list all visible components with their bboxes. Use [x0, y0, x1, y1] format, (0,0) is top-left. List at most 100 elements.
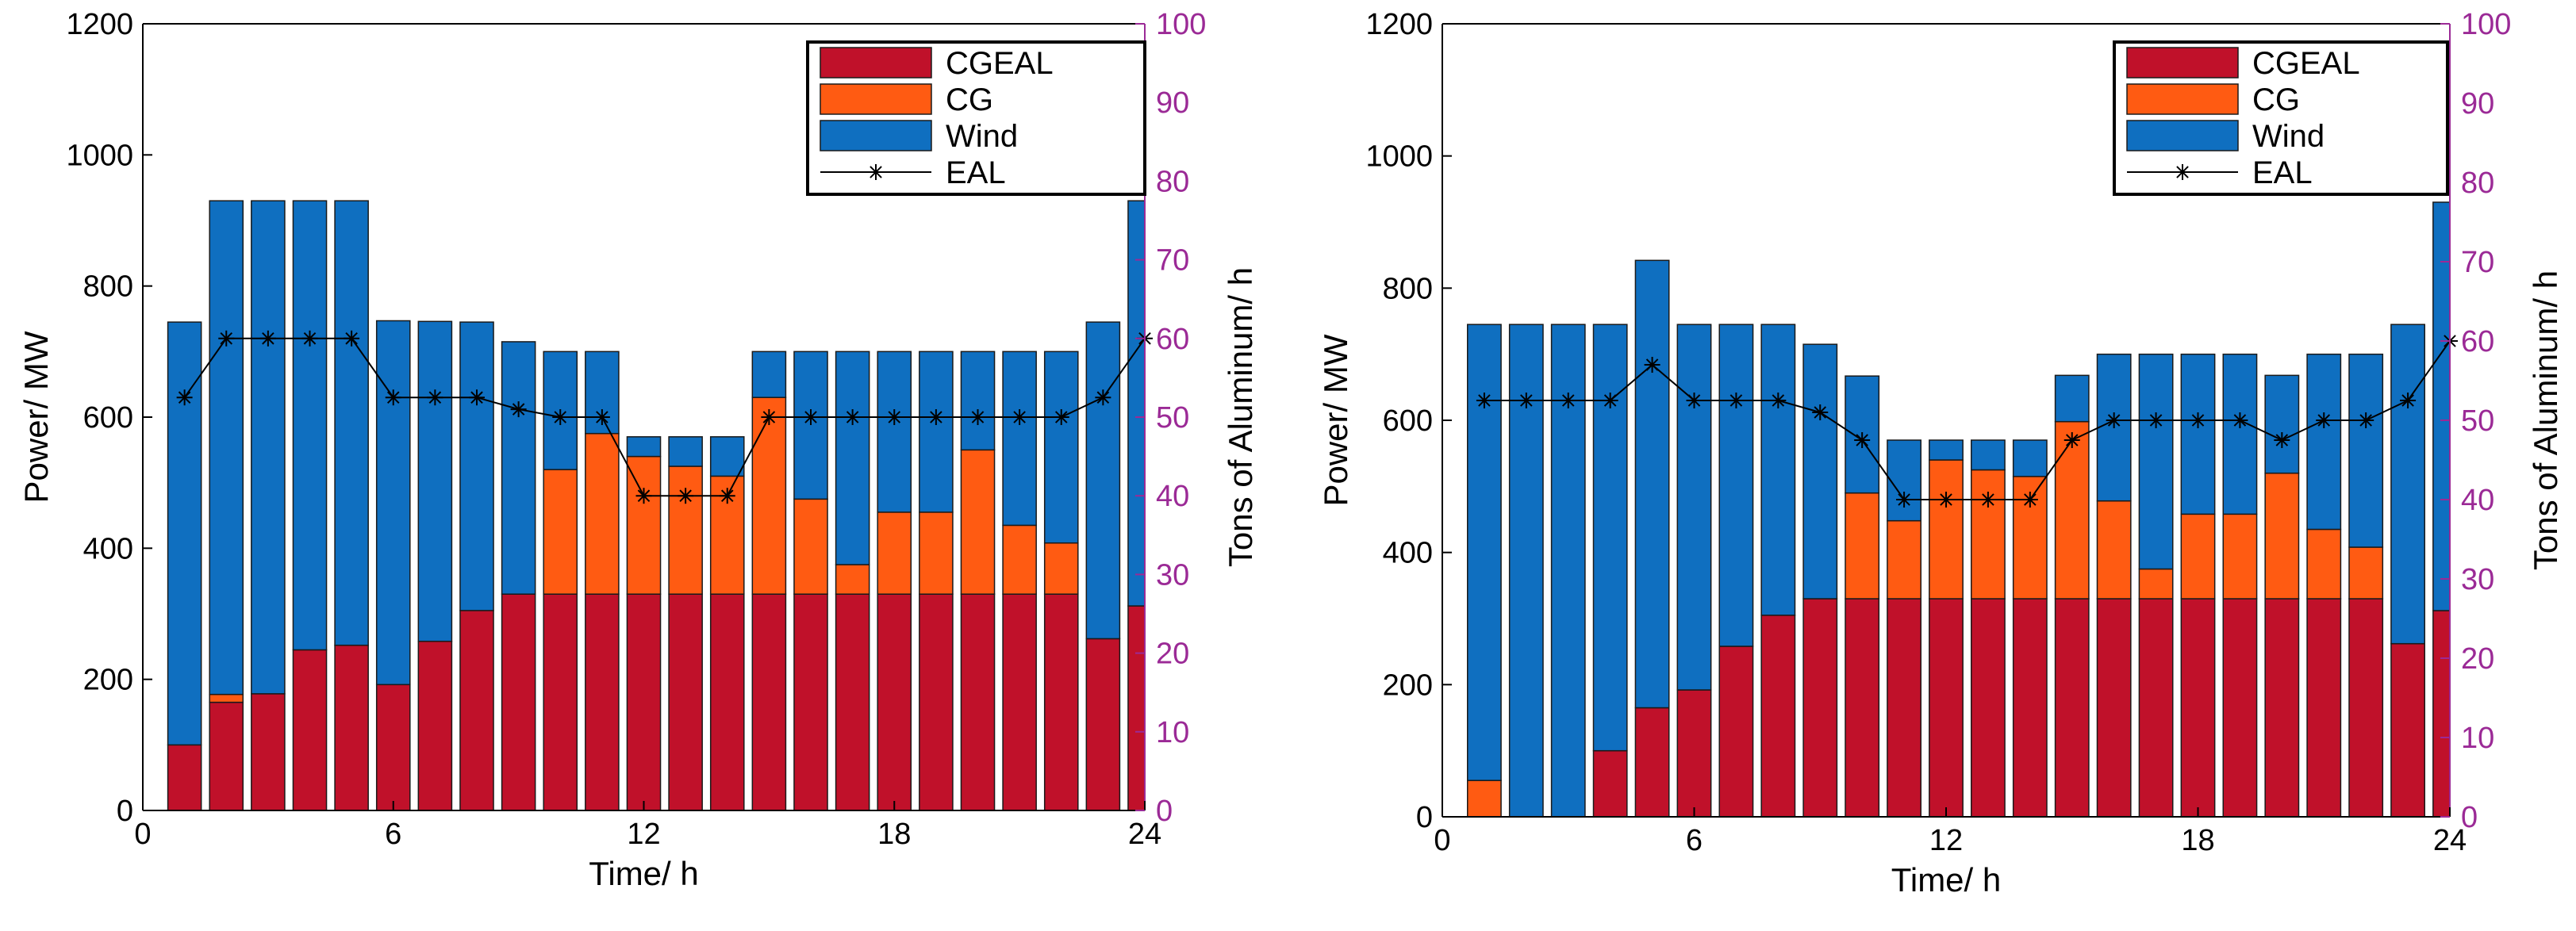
eal-point-23: [1095, 389, 1111, 406]
y2-tick-label: 10: [2461, 722, 2494, 755]
bar-cg-18: [877, 511, 912, 595]
bar-cgeal-8: [459, 610, 494, 810]
bar-cgeal-14: [709, 593, 745, 810]
bar-wind-4: [1592, 324, 1628, 752]
eal-point-13: [1979, 492, 1996, 508]
y-tick-label: 200: [1383, 669, 1433, 702]
bar-cgeal-13: [1971, 598, 2006, 817]
eal-point-15: [761, 409, 777, 425]
bar-cg-20: [960, 449, 996, 595]
y2-tick-label: 10: [1156, 716, 1189, 749]
bar-wind-19: [919, 351, 954, 513]
eal-point-11: [593, 409, 610, 425]
bar-cgeal-10: [543, 593, 578, 810]
x-tick-label: 24: [1128, 818, 1161, 851]
bar-wind-9: [1802, 343, 1838, 600]
legend-label: EAL: [2252, 155, 2313, 190]
bar-cg-18: [2180, 513, 2216, 600]
bar-cg-11: [1887, 519, 1922, 600]
y-tick-label: 400: [83, 532, 133, 565]
bar-cgeal-7: [1718, 646, 1754, 817]
bar-cgeal-18: [2180, 598, 2216, 817]
eal-point-19: [927, 409, 944, 425]
bar-wind-17: [2138, 353, 2174, 570]
y2-axis-label: Tons of Aluminum/ h: [1222, 267, 1259, 567]
y2-tick-label: 50: [1156, 401, 1189, 435]
bar-cgeal-9: [1802, 598, 1838, 817]
y2-tick-label: 80: [1156, 165, 1189, 198]
chart-panel-2: 0 6 12 18 2402004006008001000120001020304050…: [1317, 8, 2564, 898]
legend-swatch-cgeal: [2126, 47, 2239, 79]
bars: [167, 200, 1145, 810]
eal-point-4: [301, 330, 318, 347]
y2-tick-label: 40: [2461, 484, 2494, 517]
y-tick-label: 1200: [66, 8, 133, 41]
bar-cg-10: [543, 469, 578, 595]
y2-tick-label: 30: [2461, 563, 2494, 596]
bar-cg-20: [2264, 472, 2300, 600]
y2-tick-label: 30: [1156, 558, 1189, 592]
eal-point-20: [2274, 432, 2290, 448]
bar-cgeal-13: [668, 593, 703, 810]
x-tick-label: 18: [877, 818, 911, 851]
eal-point-2: [218, 330, 235, 347]
y2-tick-label: 40: [1156, 480, 1189, 513]
y-tick-label: 200: [83, 664, 133, 697]
legend-label: CG: [946, 82, 993, 117]
y-tick-label: 1000: [1365, 140, 1433, 174]
eal-point-22: [1053, 409, 1069, 425]
y2-tick-label: 70: [1156, 244, 1189, 278]
bar-wind-5: [334, 200, 369, 646]
bar-wind-11: [1887, 439, 1922, 522]
legend-swatch-wind: [2126, 120, 2239, 151]
eal-point-1: [176, 389, 193, 406]
y2-tick-label: 0: [2461, 801, 2478, 834]
bar-wind-12: [1929, 439, 1964, 461]
y2-tick-label: 90: [2461, 87, 2494, 121]
eal-point-4: [1602, 393, 1618, 408]
bar-cg-10: [1845, 492, 1880, 600]
bar-cg-19: [2222, 513, 2258, 600]
bar-cgeal-1: [167, 744, 202, 810]
bar-wind-12: [626, 436, 662, 458]
bar-wind-3: [251, 200, 286, 695]
y2-tick-label: 20: [1156, 638, 1189, 671]
y2-tick-label: 100: [2461, 8, 2511, 41]
bar-cgeal-2: [209, 701, 244, 810]
eal-point-6: [385, 389, 401, 406]
eal-point-10: [1854, 432, 1871, 448]
bar-cg-12: [1929, 459, 1964, 600]
legend-marker-eal: [2175, 164, 2190, 180]
eal-point-22: [2358, 412, 2374, 428]
bar-cgeal-8: [1760, 615, 1796, 817]
bar-wind-14: [709, 436, 745, 477]
bar-cgeal-20: [2264, 598, 2300, 817]
eal-point-18: [2190, 412, 2206, 428]
bar-cgeal-6: [375, 684, 411, 810]
y2-tick-label: 20: [2461, 642, 2494, 676]
x-tick-label: 24: [2433, 824, 2467, 857]
bar-wind-22: [1043, 351, 1079, 544]
eal-point-18: [886, 409, 903, 425]
y2-tick-label: 80: [2461, 167, 2494, 200]
y-tick-label: 600: [83, 401, 133, 435]
eal-point-2: [1518, 393, 1534, 408]
eal-point-17: [844, 409, 861, 425]
legend-label: Wind: [2252, 119, 2325, 154]
eal-point-5: [1644, 357, 1660, 373]
bar-cgeal-21: [2306, 598, 2342, 817]
bar-cg-11: [585, 432, 620, 595]
bar-wind-14: [2012, 439, 2048, 477]
eal-point-6: [1686, 393, 1703, 408]
bar-cg-21: [2306, 528, 2342, 600]
y2-tick-label: 50: [2461, 404, 2494, 438]
bar-wind-23: [1085, 321, 1121, 640]
eal-point-9: [1812, 404, 1829, 420]
eal-point-21: [2316, 412, 2332, 428]
x-tick-label: 12: [627, 818, 660, 851]
bar-cg-15: [2054, 420, 2090, 600]
bar-wind-6: [1676, 324, 1712, 691]
bar-wind-19: [2222, 353, 2258, 515]
